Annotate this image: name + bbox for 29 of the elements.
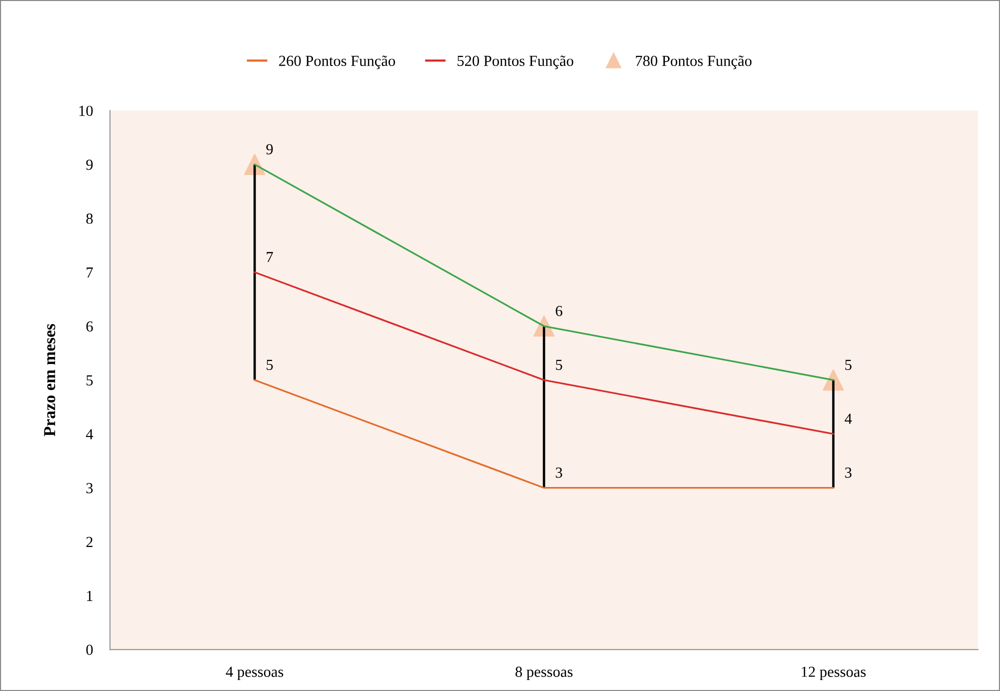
data-label: 9 — [266, 144, 273, 154]
y-tick-label: 8 — [86, 213, 93, 224]
y-tick-label: 2 — [86, 536, 92, 548]
legend-label: 520 Pontos Função — [458, 56, 574, 70]
y-tick-label: 9 — [86, 160, 93, 170]
x-tick-label: 4 pessoas — [226, 666, 284, 680]
bar — [254, 164, 256, 380]
data-label: 5 — [556, 360, 562, 370]
y-tick-label: 0 — [86, 644, 93, 655]
y-tick-label: 4 — [86, 429, 94, 440]
legend-label: 780 Pontos Função — [636, 56, 752, 70]
data-label: 5 — [845, 360, 852, 370]
y-tick-label: 3 — [86, 483, 93, 494]
y-tick-label: 1 — [87, 590, 92, 601]
x-tick-label: 12 pessoas — [802, 666, 866, 680]
y-axis-title: Prazo em meses — [44, 324, 56, 436]
y-tick-label: 10 — [79, 106, 93, 116]
data-label: 7 — [266, 252, 273, 262]
data-label: 3 — [556, 468, 562, 478]
data-label: 3 — [845, 468, 852, 478]
legend-label: 260 Pontos Função — [279, 56, 396, 70]
data-label: 5 — [266, 360, 273, 370]
y-tick-label: 6 — [86, 321, 93, 332]
data-label: 4 — [844, 414, 852, 424]
bar — [832, 380, 834, 488]
x-tick-label: 8 pessoas — [516, 666, 573, 680]
y-tick-label: 5 — [86, 375, 93, 386]
data-label: 6 — [556, 306, 562, 316]
y-tick-label: 7 — [86, 268, 93, 278]
